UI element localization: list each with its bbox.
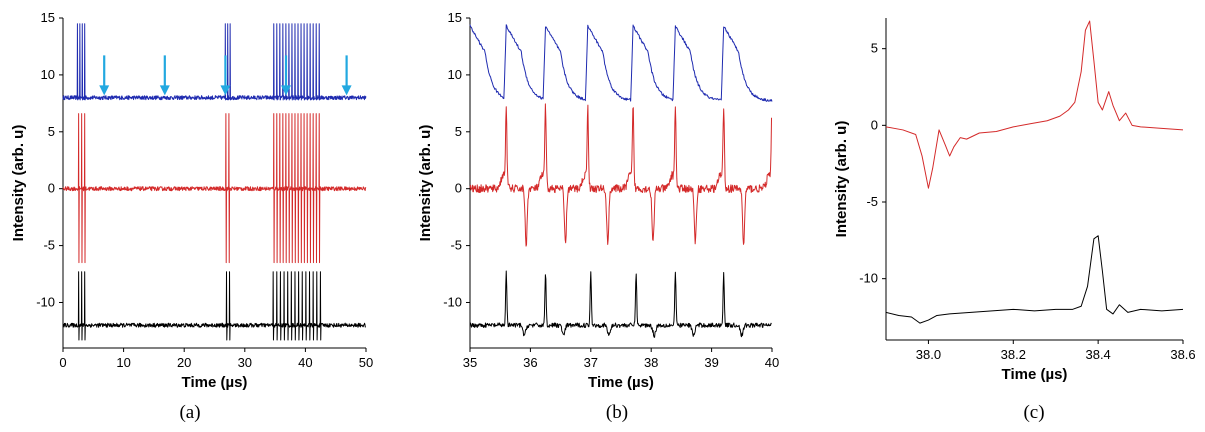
y-axis-label: Intensity (arb. u) [833,121,850,238]
y-tick-label: 15 [41,10,55,25]
y-tick-label: 0 [455,181,462,196]
arrow-annotation-head [281,85,292,96]
y-tick-label: -5 [43,238,55,253]
series-line-1 [62,113,367,264]
panel-b-chart: 35 36 37 38 39 40 -10 -5 0 5 10 15 Time (µs) Intensit… [417,10,779,423]
arrow-annotation-head [99,85,110,96]
y-axis-label: Intensity (arb. u) [10,125,27,242]
arrow-annotation-head [220,85,231,96]
y-tick-label: 5 [455,124,462,139]
y-tick-label: -5 [450,238,462,253]
y-axis-label: Intensity (arb. u) [417,125,434,242]
y-tick-label: 5 [48,124,55,139]
x-tick-label: 38.6 [1170,347,1195,362]
panel-label: (a) [179,402,200,423]
x-tick-label: 0 [59,355,66,370]
arrow-annotation-head [159,85,170,96]
x-tick-label: 50 [359,355,373,370]
y-tick-label: 0 [871,117,878,132]
y-tick-label: -10 [36,294,55,309]
x-tick-label: 40 [765,355,779,370]
series-line-2 [469,270,772,338]
x-tick-label: 35 [463,355,477,370]
y-tick-label: 0 [48,181,55,196]
x-axis-label: Time (µs) [1002,366,1068,383]
y-tick-label: 10 [41,67,55,82]
x-tick-label: 20 [177,355,191,370]
panel-a-chart: 0 10 20 30 40 50 -10 -5 0 5 10 15 Time (µs) Intensity… [10,10,373,423]
x-axis-label: Time (µs) [588,374,654,391]
panel-label: (c) [1023,402,1044,423]
x-tick-label: 38 [644,355,658,370]
panel-c-chart: 38.0 38.2 38.4 38.6 -10 -5 0 5 Time (µs) Intensit… [833,18,1196,423]
panel-label: (b) [606,402,628,423]
y-tick-label: -5 [866,194,878,209]
series-line-0 [469,24,773,102]
x-tick-label: 10 [116,355,130,370]
arrow-annotation-head [341,85,352,96]
series-line-2 [62,271,367,341]
series-line-1 [469,103,773,247]
y-tick-label: 15 [448,10,462,25]
y-tick-label: -10 [443,294,462,309]
x-tick-label: 38.0 [916,347,941,362]
x-tick-label: 40 [298,355,312,370]
x-tick-label: 30 [238,355,252,370]
y-tick-label: 5 [871,41,878,56]
series-line-0 [885,20,1184,189]
x-tick-label: 38.2 [1001,347,1026,362]
y-tick-label: -10 [859,271,878,286]
x-axis-label: Time (µs) [182,374,248,391]
series-line-0 [62,23,367,101]
series-line-1 [885,235,1184,324]
x-tick-label: 39 [704,355,718,370]
y-tick-label: 10 [448,67,462,82]
x-tick-label: 36 [523,355,537,370]
x-tick-label: 37 [584,355,598,370]
x-tick-label: 38.4 [1085,347,1110,362]
